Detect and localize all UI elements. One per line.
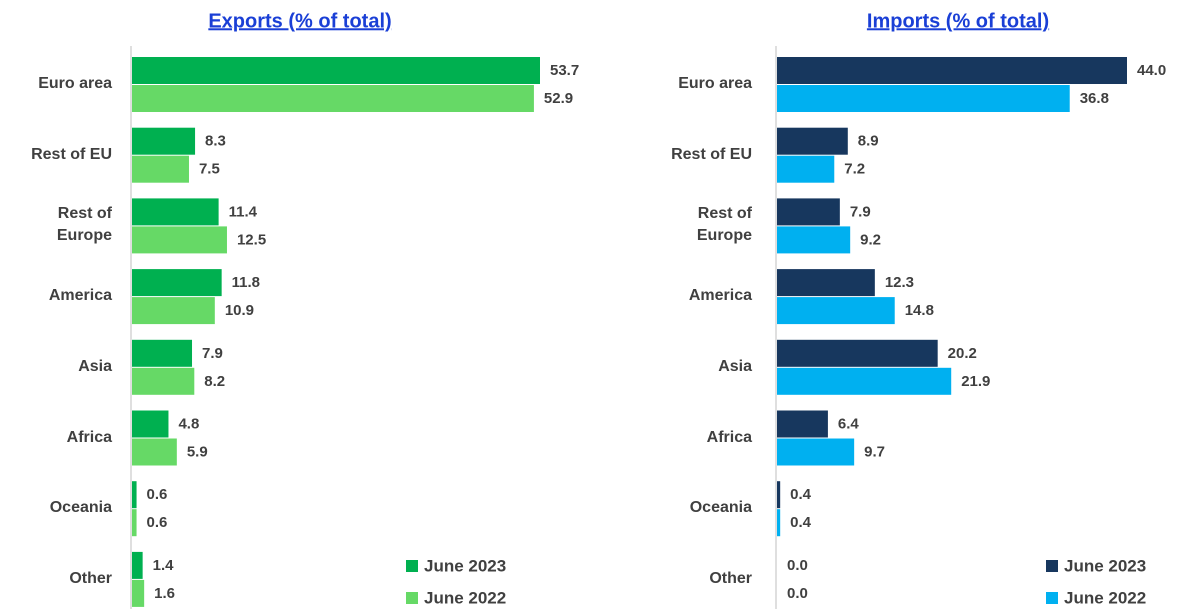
- legend-label: June 2022: [424, 588, 506, 607]
- chart-title: Exports (% of total): [208, 10, 391, 32]
- bar: [132, 57, 540, 84]
- value-label: 8.9: [858, 133, 879, 150]
- bar: [777, 339, 938, 367]
- bar: [132, 481, 137, 509]
- bar: [132, 297, 215, 325]
- value-label: 4.8: [178, 415, 199, 432]
- bar: [132, 551, 143, 579]
- bar: [132, 367, 195, 395]
- legend-swatch: [1046, 592, 1058, 604]
- bar: [132, 410, 169, 438]
- value-label: 12.5: [237, 231, 266, 248]
- bar: [132, 269, 222, 297]
- value-label: 0.6: [147, 486, 168, 503]
- bar: [132, 85, 534, 112]
- category-label: America: [688, 287, 752, 305]
- bar: [132, 509, 137, 537]
- bar: [777, 438, 855, 466]
- category-label: Other: [69, 569, 112, 587]
- bar: [777, 481, 781, 509]
- category-label: Rest of Europe: [56, 205, 112, 245]
- category-label: Oceania: [49, 499, 112, 517]
- bar: [132, 127, 196, 155]
- category-label: Euro area: [38, 75, 112, 92]
- bar: [132, 438, 177, 466]
- bar: [777, 367, 952, 395]
- legend-label: June 2023: [424, 556, 506, 575]
- bar: [132, 579, 145, 607]
- value-label: 21.9: [961, 373, 990, 390]
- value-label: 52.9: [544, 90, 573, 107]
- bar: [777, 57, 1127, 84]
- value-label: 0.0: [787, 585, 808, 602]
- bar: [777, 509, 781, 537]
- bar: [777, 198, 840, 226]
- value-label: 1.6: [154, 585, 175, 602]
- bar: [132, 155, 189, 183]
- bar: [777, 127, 848, 155]
- value-label: 0.4: [790, 486, 812, 503]
- chart-title: Imports (% of total): [867, 10, 1049, 32]
- category-label: Asia: [78, 357, 112, 375]
- bar: [777, 410, 828, 438]
- value-label: 14.8: [905, 302, 934, 319]
- value-label: 10.9: [225, 302, 254, 319]
- value-label: 36.8: [1080, 90, 1109, 107]
- legend-swatch: [1046, 560, 1058, 572]
- category-label: Africa: [66, 428, 112, 446]
- bar: [777, 226, 851, 254]
- category-label: Rest of Europe: [696, 205, 752, 245]
- category-label: Rest of EU: [31, 145, 112, 163]
- category-label: Asia: [718, 357, 752, 375]
- category-label: Rest of EU: [671, 145, 752, 163]
- bar: [132, 339, 193, 367]
- value-label: 53.7: [550, 62, 579, 79]
- bar: [777, 155, 835, 183]
- bar: [132, 226, 227, 254]
- value-label: 8.3: [205, 133, 226, 150]
- bar: [132, 198, 219, 226]
- category-label: Euro area: [678, 75, 752, 92]
- bar: [777, 269, 875, 297]
- legend-label: June 2022: [1064, 588, 1146, 607]
- category-label: Other: [709, 569, 752, 587]
- value-label: 1.4: [153, 557, 175, 574]
- value-label: 7.9: [202, 345, 223, 362]
- value-label: 0.0: [787, 557, 808, 574]
- legend-label: June 2023: [1064, 556, 1146, 575]
- value-label: 20.2: [948, 345, 977, 362]
- bar: [777, 85, 1070, 112]
- category-label: Oceania: [689, 499, 752, 517]
- legend-swatch: [406, 560, 418, 572]
- value-label: 0.4: [790, 514, 812, 531]
- value-label: 0.6: [147, 514, 168, 531]
- value-label: 6.4: [838, 415, 860, 432]
- value-label: 8.2: [204, 373, 225, 390]
- value-label: 7.2: [844, 161, 865, 178]
- value-label: 9.2: [860, 231, 881, 248]
- value-label: 9.7: [864, 443, 885, 460]
- category-label: America: [48, 287, 112, 305]
- bar: [777, 297, 895, 325]
- value-label: 12.3: [885, 274, 914, 291]
- category-label: Africa: [706, 428, 752, 446]
- value-label: 7.9: [850, 203, 871, 220]
- legend-swatch: [406, 592, 418, 604]
- value-label: 44.0: [1137, 62, 1166, 79]
- value-label: 7.5: [199, 161, 220, 178]
- value-label: 5.9: [187, 443, 208, 460]
- value-label: 11.4: [229, 203, 258, 220]
- value-label: 11.8: [232, 274, 260, 291]
